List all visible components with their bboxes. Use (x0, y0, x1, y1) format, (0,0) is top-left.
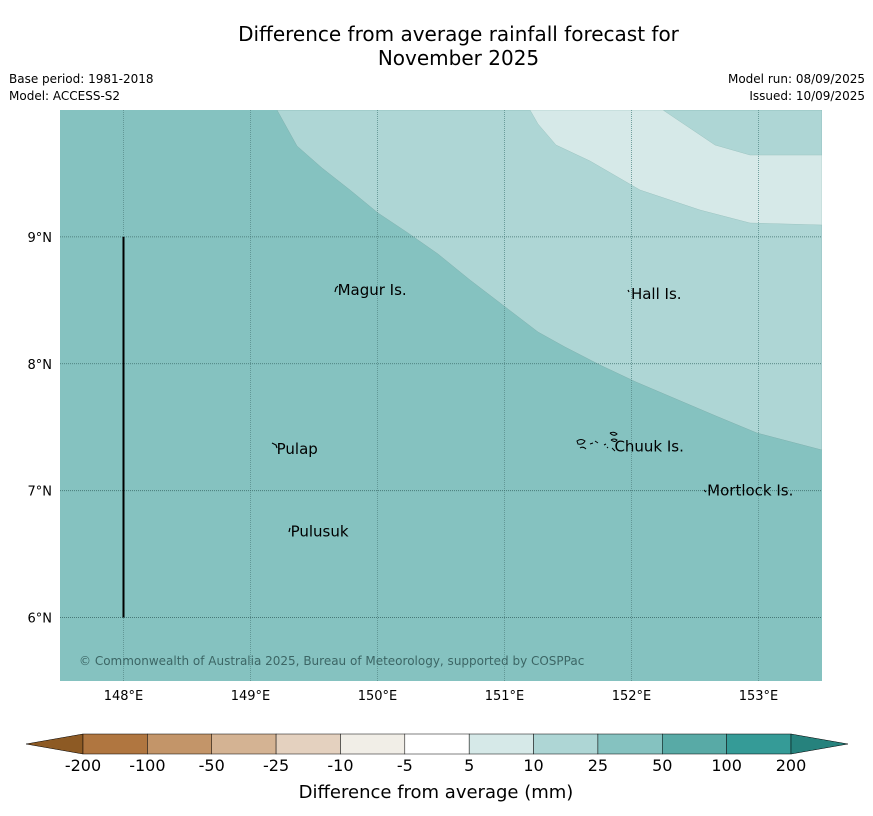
model-text: Model: ACCESS-S2 (9, 89, 121, 103)
lat-tick-label: 8°N (28, 358, 53, 373)
colorbar-cell (533, 733, 599, 755)
lat-tick-label: 9°N (28, 231, 53, 246)
colorbar-cell (726, 733, 792, 755)
colorbar-tick-label: 50 (652, 756, 672, 775)
colorbar-title: Difference from average (mm) (299, 782, 574, 803)
colorbar-tick-label: 100 (711, 756, 742, 775)
place-label: Pulap (277, 440, 318, 458)
lon-tick-label: 151°E (485, 689, 525, 704)
title-line-2: November 2025 (377, 46, 540, 70)
colorbar-tick-label: -5 (397, 756, 413, 775)
chart-title: Difference from average rainfall forecas… (0, 22, 873, 70)
colorbar-cell (275, 733, 341, 755)
place-label: Chuuk Is. (614, 437, 683, 455)
lon-tick-label: 149°E (231, 689, 271, 704)
place-label: Mortlock Is. (707, 482, 793, 500)
map-area: Magur Is. Hall Is. Pulap Chuuk Is. Mortlock … (60, 110, 822, 681)
colorbar-cell (82, 733, 148, 755)
colorbar-tick-label: 25 (588, 756, 608, 775)
colorbar-cell (147, 733, 212, 755)
lat-tick-label: 7°N (28, 485, 53, 500)
base-period-text: Base period: 1981-2018 (9, 72, 154, 86)
model-run-text: Model run: 08/09/2025 (727, 72, 865, 86)
hall-island-mark (627, 289, 630, 293)
place-label: Pulusuk (291, 522, 349, 540)
colorbar-tick-label: 5 (464, 756, 474, 775)
lat-tick-label: 6°N (28, 612, 53, 627)
colorbar-tick-label: 10 (523, 756, 543, 775)
colorbar-cell (404, 733, 470, 755)
colorbar-tick-label: -200 (65, 756, 101, 775)
place-label: Hall Is. (631, 285, 682, 303)
colorbar-cell (597, 733, 663, 755)
colorbar-tick-label: -100 (129, 756, 165, 775)
lon-tick-label: 153°E (739, 689, 779, 704)
lon-tick-label: 150°E (358, 689, 398, 704)
colorbar-extend-high (790, 733, 849, 755)
place-label: Magur Is. (338, 281, 407, 299)
colorbar-cell (211, 733, 277, 755)
pulap-island-mark (271, 442, 278, 449)
mortlock-island-mark (703, 489, 707, 493)
colorbar-cells (82, 733, 792, 755)
lon-tick-label: 152°E (612, 689, 652, 704)
lon-tick-label: 148°E (104, 689, 144, 704)
colorbar-cell (340, 733, 406, 755)
longitude-labels: 148°E 149°E 150°E 151°E 152°E 153°E (104, 689, 779, 704)
island-marks (271, 285, 707, 533)
colorbar-cell (662, 733, 727, 755)
colorbar: -200 -100 -50 -25 -10 -5 5 10 25 50 100 200 Differe… (25, 733, 849, 803)
title-line-1: Difference from average rainfall forecas… (238, 22, 679, 46)
zone-5-10 (529, 110, 822, 226)
place-labels: Magur Is. Hall Is. Pulap Chuuk Is. Mortlock … (277, 281, 794, 540)
grid-lines (60, 110, 822, 681)
colorbar-extend-low (25, 733, 84, 755)
colorbar-tick-labels: -200 -100 -50 -25 -10 -5 5 10 25 50 100 200 (65, 756, 806, 775)
meta-left: Base period: 1981-2018 Model: ACCESS-S2 (9, 71, 154, 105)
colorbar-tick-label: -25 (263, 756, 289, 775)
magur-island-mark (334, 285, 339, 293)
pulusuk-island-mark (288, 527, 291, 533)
colorbar-tick-label: 200 (776, 756, 807, 775)
copyright-text: © Commonwealth of Australia 2025, Bureau… (79, 654, 584, 668)
meta-right: Model run: 08/09/2025 Issued: 10/09/2025 (728, 71, 865, 105)
issued-text: Issued: 10/09/2025 (749, 89, 865, 103)
colorbar-tick-label: -10 (327, 756, 353, 775)
colorbar-tick-label: -50 (199, 756, 225, 775)
colorbar-cell (468, 733, 534, 755)
chuuk-island-marks (576, 431, 618, 452)
latitude-labels: 9°N 8°N 7°N 6°N (28, 231, 53, 627)
